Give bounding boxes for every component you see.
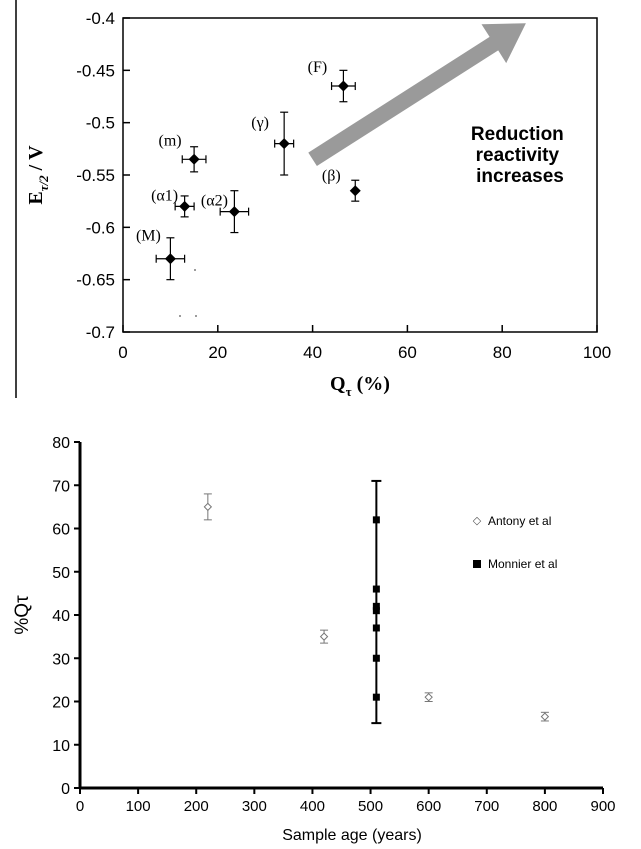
- open-diamond-marker: [540, 712, 550, 721]
- x-tick-label: 200: [184, 798, 209, 815]
- y-tick-label: 80: [52, 435, 70, 452]
- monnier-square-marker: [372, 516, 380, 524]
- bottom-scatter-chart: 0 100 200 300 400 500 600 700 800 900 0 10 20 30 40 50 6…: [12, 435, 616, 844]
- y-label-subscript: τ/2: [36, 175, 51, 191]
- y-tick-label: -0.45: [76, 61, 115, 80]
- y-tick-label: -0.7: [86, 323, 115, 342]
- y-label-unit: / V: [25, 145, 47, 176]
- arrow-shape: [308, 23, 526, 167]
- antony-point: [319, 629, 329, 644]
- y-tick-label: -0.65: [76, 271, 115, 290]
- top-data-points: (M) (α1) (m) (α2) (γ) (F) (β): [136, 59, 361, 281]
- reactivity-arrow: [308, 23, 526, 167]
- antony-point: [203, 493, 213, 521]
- point-label: (F): [308, 59, 328, 76]
- x-tick-label: 100: [126, 798, 151, 815]
- point-label: (β): [322, 168, 341, 185]
- diamond-marker: [179, 200, 191, 212]
- bottom-x-axis-label: Sample age (years): [282, 827, 422, 844]
- point-label: (m): [159, 132, 182, 149]
- data-point: (γ): [251, 111, 295, 176]
- x-tick-label: 100: [583, 343, 611, 362]
- x-tick-label: 20: [208, 343, 227, 362]
- x-tick-label: 900: [590, 798, 615, 815]
- y-tick-label: -0.55: [76, 166, 115, 185]
- antony-point: [540, 711, 550, 722]
- diamond-marker: [337, 80, 349, 92]
- x-tick-label: 80: [493, 343, 512, 362]
- y-tick-label: 0: [61, 781, 70, 798]
- x-tick-label: 400: [300, 798, 325, 815]
- annotation-line-2: reactivity: [476, 145, 560, 166]
- speck: [179, 315, 181, 317]
- x-tick-label: 60: [398, 343, 417, 362]
- monnier-square-marker: [372, 585, 380, 593]
- y-tick-label: 20: [52, 695, 70, 712]
- arrow-annotation: Reduction reactivity increases: [471, 124, 569, 187]
- diamond-marker: [278, 138, 290, 150]
- data-point: (β): [322, 168, 361, 202]
- top-scatter-chart: 0 20 40 60 80 100 -0.4 -0.45 -0.5 -0.55 -0.6 -0.65 -…: [15, 0, 611, 399]
- legend-label-antony: Antony et al: [488, 514, 551, 528]
- y-tick-label: -0.4: [86, 9, 115, 28]
- legend-marker-open-diamond: ◇: [473, 515, 482, 527]
- diamond-marker: [228, 206, 240, 218]
- top-y-axis-label: Eτ/2 / V: [25, 145, 51, 205]
- top-x-axis-label: Qτ (%): [330, 373, 390, 399]
- open-diamond-marker: [203, 502, 213, 512]
- monnier-square-marker: [372, 654, 380, 662]
- diamond-marker: [349, 185, 361, 197]
- legend-label-monnier: Monnier et al: [488, 557, 557, 571]
- y-tick-label: -0.6: [86, 218, 115, 237]
- y-tick-label: 60: [52, 522, 70, 539]
- point-label: (α1): [151, 187, 178, 204]
- data-point: (M): [136, 228, 186, 281]
- y-tick-label: -0.5: [86, 114, 115, 133]
- top-ticks: 0 20 40 60 80 100 -0.4 -0.45 -0.5 -0.55 -0.6 -0.65 -…: [76, 9, 611, 362]
- x-tick-label: 800: [532, 798, 557, 815]
- x-tick-label: 600: [416, 798, 441, 815]
- diamond-marker: [164, 253, 176, 265]
- y-tick-label: 40: [52, 608, 70, 625]
- y-tick-label: 10: [52, 738, 70, 755]
- annotation-line-3: increases: [476, 166, 564, 187]
- monnier-square-marker: [372, 693, 380, 701]
- y-tick-label: 50: [52, 565, 70, 582]
- point-label: (γ): [251, 115, 269, 132]
- bottom-axes: 0 100 200 300 400 500 600 700 800 900 0 10 20 30 40 50 6…: [52, 435, 615, 815]
- x-tick-label: 500: [358, 798, 383, 815]
- data-point: (α1): [151, 187, 195, 218]
- x-tick-label: 700: [474, 798, 499, 815]
- data-point: (F): [308, 59, 356, 103]
- x-label-subscript: τ: [346, 384, 352, 399]
- y-tick-label: 70: [52, 478, 70, 495]
- speck: [195, 315, 197, 317]
- open-diamond-marker: [424, 692, 433, 702]
- point-label: (α2): [201, 193, 228, 210]
- open-diamond-marker: [319, 632, 329, 641]
- annotation-line-1: Reduction: [471, 124, 564, 145]
- legend-marker-filled-square: [473, 560, 481, 568]
- x-tick-label: 0: [118, 343, 127, 362]
- bottom-data-points: [203, 479, 550, 725]
- x-tick-label: 0: [76, 798, 84, 815]
- diamond-marker: [188, 153, 200, 165]
- antony-point: [424, 692, 433, 702]
- x-label-main: Q: [330, 373, 346, 395]
- y-label-main: E: [25, 191, 47, 204]
- monnier-square-marker: [372, 602, 380, 610]
- monnier-square-marker: [372, 624, 380, 632]
- data-point: (m): [159, 132, 207, 173]
- point-label: (M): [136, 228, 161, 245]
- monnier-square-marker: [372, 607, 380, 615]
- x-label-unit: (%): [352, 373, 390, 395]
- x-tick-label: 300: [242, 798, 267, 815]
- data-point: (α2): [201, 190, 250, 234]
- legend: ◇ Antony et al Monnier et al: [473, 514, 558, 571]
- bottom-y-axis-label: %Qτ: [12, 595, 33, 635]
- y-tick-label: 30: [52, 651, 70, 668]
- x-tick-label: 40: [303, 343, 322, 362]
- speck: [194, 269, 196, 271]
